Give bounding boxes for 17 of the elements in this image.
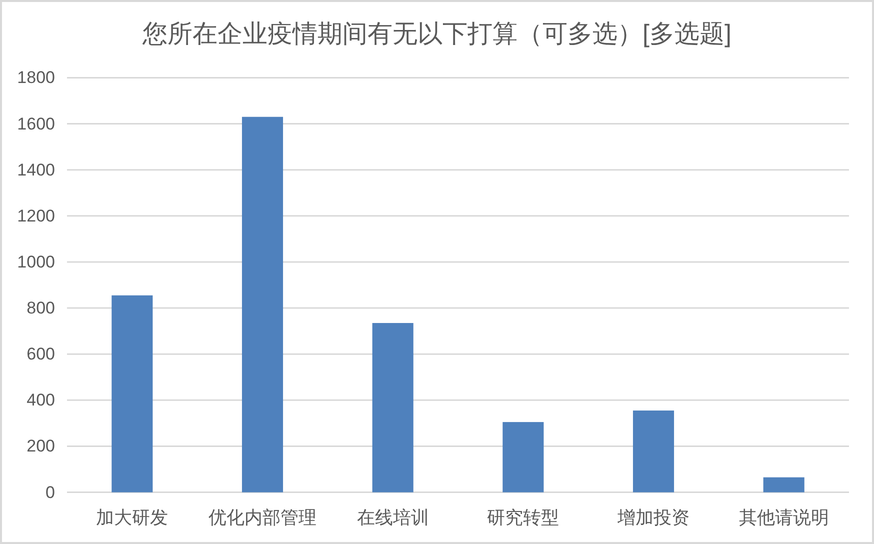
y-tick-label: 600	[26, 344, 55, 364]
y-tick-label: 800	[26, 298, 55, 318]
y-tick-label: 0	[46, 482, 55, 502]
x-tick-label: 研究转型	[487, 507, 560, 528]
y-tick-label: 1800	[17, 68, 55, 88]
y-tick-label: 1000	[17, 252, 55, 272]
x-tick-label: 其他请说明	[738, 507, 829, 528]
y-tick-label: 1400	[17, 160, 55, 180]
x-tick-label: 优化内部管理	[208, 507, 316, 528]
y-tick-label: 1200	[17, 206, 55, 226]
x-tick-label: 在线培训	[356, 507, 429, 528]
y-tick-label: 1600	[17, 114, 55, 134]
y-tick-label: 200	[26, 436, 55, 456]
y-tick-label: 400	[26, 390, 55, 410]
x-tick-label: 加大研发	[96, 507, 168, 528]
x-tick-label: 增加投资	[616, 507, 690, 528]
chart-title: 您所在企业疫情期间有无以下打算（可多选）[多选题]	[142, 20, 732, 48]
